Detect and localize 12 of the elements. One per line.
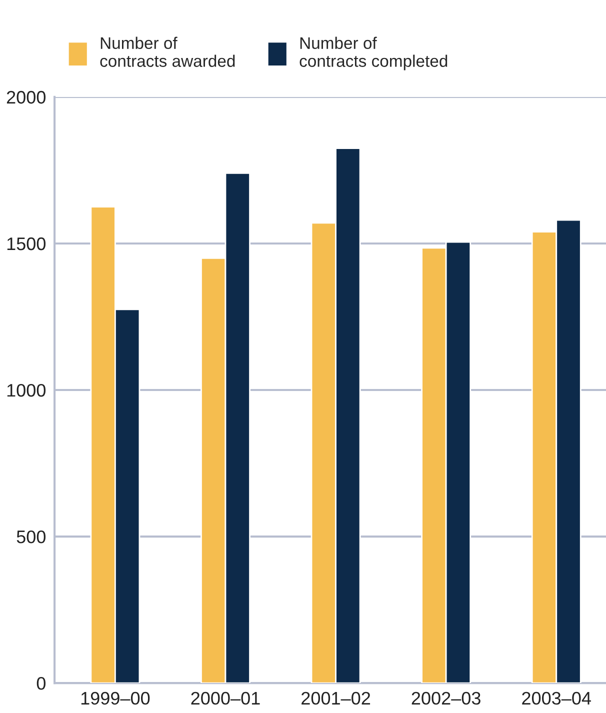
y-tick-label: 500: [16, 530, 46, 544]
y-tick-label: 0: [36, 676, 46, 690]
y-tick-label: 1000: [7, 384, 46, 397]
y-tick-label: 2000: [6, 90, 46, 104]
x-tick-label: 1999–00: [81, 692, 150, 705]
x-tick-label: 2000–01: [191, 692, 260, 705]
y-tick-label: 1500: [7, 237, 46, 250]
legend-label: Number of contracts completed: [300, 36, 448, 70]
x-tick-label: 2003–04: [522, 692, 591, 705]
x-tick-label: 2002–03: [412, 692, 480, 705]
x-tick-label: 2001–02: [302, 692, 370, 705]
legend-label: Number of contracts awarded: [100, 36, 235, 67]
